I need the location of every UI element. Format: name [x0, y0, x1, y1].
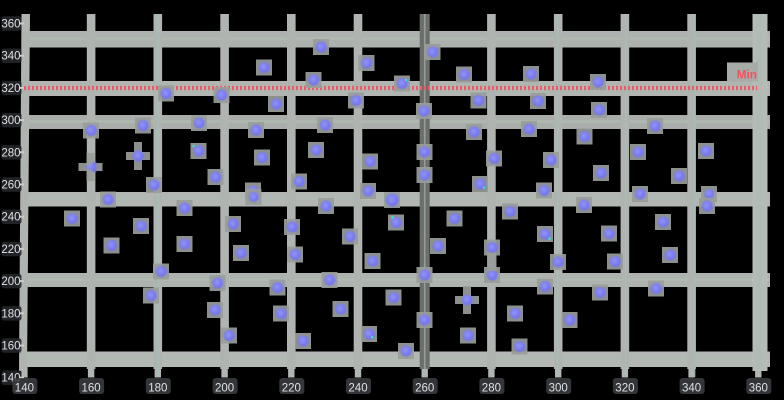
svg-text:260: 260 — [415, 383, 434, 395]
svg-text:300: 300 — [1, 115, 20, 127]
svg-text:320: 320 — [615, 383, 634, 395]
svg-text:360: 360 — [1, 19, 20, 31]
svg-text:300: 300 — [549, 383, 568, 395]
svg-text:160: 160 — [1, 341, 20, 353]
svg-text:280: 280 — [1, 147, 20, 159]
svg-text:320: 320 — [1, 83, 20, 95]
svg-text:140: 140 — [15, 383, 34, 395]
svg-text:240: 240 — [1, 212, 20, 224]
svg-text:280: 280 — [482, 383, 501, 395]
svg-text:340: 340 — [1, 51, 20, 63]
svg-text:220: 220 — [282, 383, 301, 395]
svg-text:Min: Min — [737, 68, 757, 82]
svg-text:160: 160 — [82, 383, 101, 395]
svg-text:220: 220 — [1, 244, 20, 256]
svg-text:180: 180 — [148, 383, 167, 395]
svg-text:240: 240 — [348, 383, 367, 395]
svg-text:260: 260 — [1, 180, 20, 192]
svg-text:360: 360 — [749, 383, 768, 395]
svg-text:180: 180 — [1, 308, 20, 320]
svg-text:200: 200 — [215, 383, 234, 395]
svg-text:340: 340 — [682, 383, 701, 395]
svg-text:200: 200 — [1, 276, 20, 288]
